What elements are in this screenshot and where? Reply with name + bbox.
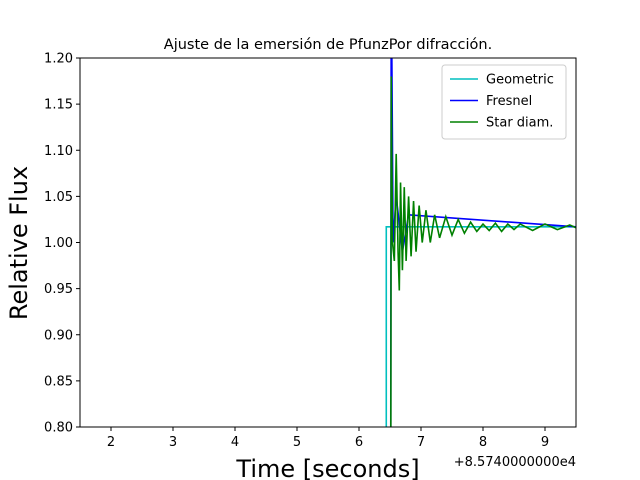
y-tick-label: 1.20 [44, 52, 73, 67]
x-tick-label: 7 [417, 435, 425, 450]
legend-box [441, 64, 567, 140]
y-tick-label: 0.85 [44, 374, 73, 389]
x-tick-label: 2 [107, 435, 115, 450]
legend-label: Star diam. [486, 116, 553, 131]
legend-label: Fresnel [486, 94, 532, 109]
x-tick-label: 3 [169, 435, 177, 450]
x-offset-label: +8.5740000000e4 [454, 455, 576, 470]
x-axis-label: Time [seconds] [235, 455, 419, 480]
y-tick-label: 1.15 [44, 98, 73, 113]
y-tick-label: 0.95 [44, 282, 73, 297]
series-line [390, 76, 576, 427]
x-tick-label: 9 [541, 435, 549, 450]
y-tick-label: 1.00 [44, 236, 73, 251]
x-tick-label: 8 [479, 435, 487, 450]
y-tick-label: 0.80 [44, 421, 73, 436]
x-tick-label: 6 [355, 435, 363, 450]
x-tick-label: 5 [293, 435, 301, 450]
legend-label: Geometric [486, 73, 554, 88]
y-tick-label: 1.05 [44, 190, 73, 205]
chart-title: Ajuste de la emersión de PfunzPor difrac… [164, 37, 492, 53]
plot-lines [385, 58, 576, 427]
y-tick-label: 1.10 [44, 144, 73, 159]
y-axis-label: Relative Flux [5, 166, 33, 320]
x-tick-label: 4 [231, 435, 239, 450]
y-tick-label: 0.90 [44, 328, 73, 343]
